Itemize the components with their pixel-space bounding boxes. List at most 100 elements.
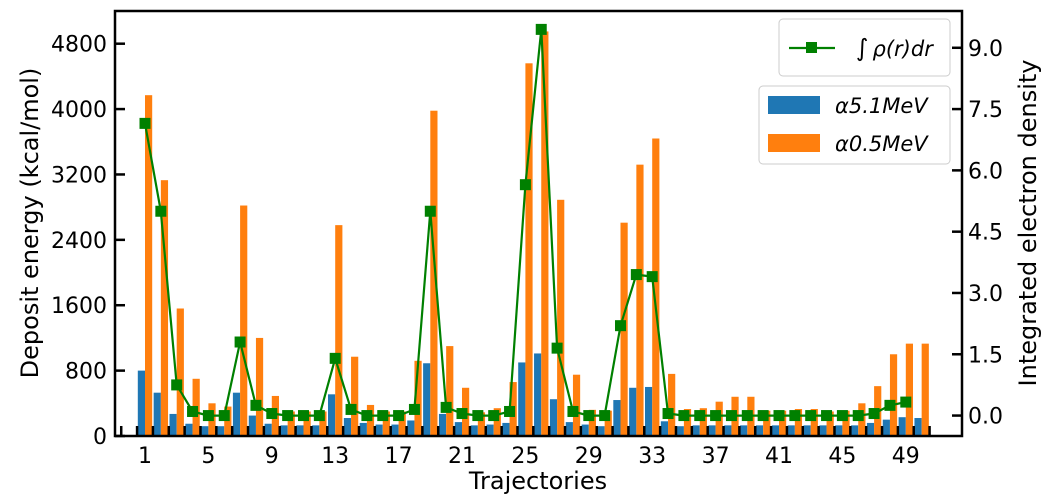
bar-alpha-5-1-traj-10 bbox=[280, 425, 288, 436]
bar-alpha-5-1-traj-27 bbox=[549, 399, 558, 436]
bar-alpha-0-5-traj-49 bbox=[905, 343, 913, 436]
legend-bars: α5.1MeV α0.5MeV bbox=[758, 85, 951, 165]
density-point-traj-2 bbox=[155, 205, 167, 217]
bar-alpha-0-5-traj-16 bbox=[382, 411, 390, 436]
density-point-traj-27 bbox=[551, 342, 563, 354]
density-point-traj-13 bbox=[329, 352, 341, 364]
bar-alpha-5-1-traj-11 bbox=[296, 425, 304, 436]
left-axis: 0 800 1600 2400 3200 4000 4800 bbox=[51, 33, 125, 450]
bar-alpha-0-5-traj-3 bbox=[176, 308, 184, 436]
bar-alpha-5-1-traj-6 bbox=[217, 426, 225, 436]
x-tick-label-25: 25 bbox=[511, 444, 539, 469]
x-tick-label-29: 29 bbox=[575, 444, 603, 469]
bar-alpha-0-5-traj-32 bbox=[636, 164, 644, 436]
y-right-tick-label-1.5: 1.5 bbox=[968, 343, 1003, 368]
density-point-traj-41 bbox=[773, 410, 785, 422]
bar-alpha-5-1-traj-2 bbox=[153, 392, 161, 436]
bar-alpha-0-5-traj-22 bbox=[477, 412, 486, 436]
bottom-axis: 1 5 9 13 17 21 25 29 33 37 41 45 49 bbox=[119, 426, 931, 469]
bar-alpha-0-5-traj-11 bbox=[303, 411, 311, 436]
density-point-traj-48 bbox=[884, 399, 896, 411]
density-point-traj-34 bbox=[662, 408, 674, 420]
density-point-traj-26 bbox=[535, 23, 547, 35]
bar-alpha-0-5-traj-29 bbox=[588, 409, 596, 436]
y-axis-right-title: Integrated electron density bbox=[1014, 60, 1042, 387]
bar-alpha-5-1-traj-7 bbox=[232, 392, 241, 436]
bar-alpha-0-5-traj-36 bbox=[699, 408, 707, 436]
density-point-traj-31 bbox=[615, 320, 626, 332]
y-left-tick-label-4800: 4800 bbox=[51, 33, 107, 58]
bar-alpha-5-1-traj-20 bbox=[438, 413, 447, 436]
density-point-traj-29 bbox=[583, 410, 595, 422]
bar-alpha-0-5-traj-8 bbox=[255, 337, 264, 436]
bar-alpha-0-5-traj-43 bbox=[810, 409, 818, 436]
bar-alpha-5-1-traj-8 bbox=[248, 415, 256, 436]
bar-alpha-0-5-traj-6 bbox=[224, 406, 232, 436]
bar-alpha-5-1-traj-42 bbox=[787, 425, 795, 436]
density-point-traj-25 bbox=[519, 179, 531, 191]
x-tick-label-5: 5 bbox=[201, 444, 215, 469]
bar-alpha-5-1-traj-14 bbox=[343, 418, 352, 436]
legend-swatch-alpha-5-1 bbox=[768, 96, 820, 114]
y-left-tick-label-1600: 1600 bbox=[51, 294, 107, 319]
bar-alpha-5-1-traj-30 bbox=[597, 426, 605, 436]
bar-alpha-5-1-traj-9 bbox=[264, 423, 272, 436]
bar-alpha-5-1-traj-26 bbox=[534, 353, 542, 436]
density-point-traj-36 bbox=[694, 410, 706, 422]
bar-alpha-5-1-traj-3 bbox=[169, 413, 177, 436]
bar-alpha-0-5-traj-20 bbox=[446, 346, 454, 436]
density-point-traj-6 bbox=[218, 410, 230, 422]
density-point-traj-21 bbox=[456, 408, 468, 420]
y-left-tick-label-2400: 2400 bbox=[51, 229, 107, 254]
density-point-traj-14 bbox=[345, 403, 357, 415]
bar-alpha-0-5-traj-12 bbox=[319, 411, 327, 436]
density-point-traj-43 bbox=[805, 410, 817, 422]
density-point-traj-23 bbox=[488, 410, 500, 422]
bar-alpha-0-5-traj-44 bbox=[826, 411, 834, 436]
x-tick-label-41: 41 bbox=[765, 444, 793, 469]
density-point-traj-17 bbox=[393, 410, 405, 422]
bar-alpha-0-5-traj-17 bbox=[398, 411, 406, 436]
bar-alpha-5-1-traj-25 bbox=[518, 362, 526, 436]
bar-alpha-5-1-traj-36 bbox=[692, 425, 700, 436]
bar-alpha-5-1-traj-44 bbox=[819, 425, 827, 436]
y-right-tick-label-3: 3.0 bbox=[968, 282, 1003, 307]
density-point-traj-42 bbox=[789, 410, 801, 422]
bar-alpha-0-5-traj-42 bbox=[794, 409, 803, 436]
bar-alpha-0-5-traj-28 bbox=[572, 374, 581, 436]
bar-alpha-5-1-traj-41 bbox=[771, 425, 779, 436]
bar-alpha-5-1-traj-23 bbox=[486, 424, 494, 436]
legend-density-expression: ρ(r)dr bbox=[873, 37, 935, 61]
density-point-traj-16 bbox=[377, 410, 389, 422]
legend-label-alpha-5-1: α5.1MeV bbox=[835, 94, 929, 118]
y-right-tick-label-4.5: 4.5 bbox=[968, 221, 1003, 246]
density-point-traj-12 bbox=[313, 410, 325, 422]
legend-density-integral: ∫ bbox=[856, 34, 869, 62]
bar-alpha-5-1-traj-39 bbox=[740, 425, 748, 436]
density-point-traj-9 bbox=[266, 408, 278, 420]
density-point-traj-49 bbox=[900, 396, 912, 408]
bar-alpha-0-5-traj-35 bbox=[683, 409, 692, 436]
bar-alpha-0-5-traj-10 bbox=[287, 411, 295, 436]
bar-alpha-5-1-traj-24 bbox=[502, 422, 510, 436]
y-left-tick-label-3200: 3200 bbox=[51, 163, 107, 188]
bar-alpha-0-5-traj-40 bbox=[763, 410, 771, 436]
density-point-traj-5 bbox=[202, 410, 214, 422]
bar-alpha-5-1-traj-13 bbox=[328, 394, 336, 436]
bar-alpha-5-1-traj-5 bbox=[201, 426, 209, 436]
bar-alpha-5-1-traj-35 bbox=[676, 426, 684, 436]
bar-alpha-5-1-traj-16 bbox=[375, 424, 383, 436]
bar-alpha-5-1-traj-46 bbox=[851, 425, 859, 436]
bar-alpha-5-1-traj-34 bbox=[660, 421, 669, 436]
bar-alpha-5-1-traj-45 bbox=[835, 425, 843, 436]
legend-density: ∫ ρ(r)dr bbox=[778, 18, 951, 77]
y-axis-left-title: Deposit energy (kcal/mol) bbox=[16, 68, 44, 379]
bar-alpha-5-1-traj-31 bbox=[613, 400, 621, 436]
bar-alpha-5-1-traj-47 bbox=[866, 422, 875, 436]
density-point-traj-24 bbox=[504, 405, 516, 417]
bar-alpha-0-5-traj-34 bbox=[668, 373, 676, 436]
x-tick-label-33: 33 bbox=[638, 444, 666, 469]
bar-alpha-5-1-traj-37 bbox=[708, 425, 716, 436]
y-right-tick-label-7.5: 7.5 bbox=[968, 98, 1003, 123]
density-point-traj-30 bbox=[599, 410, 611, 422]
